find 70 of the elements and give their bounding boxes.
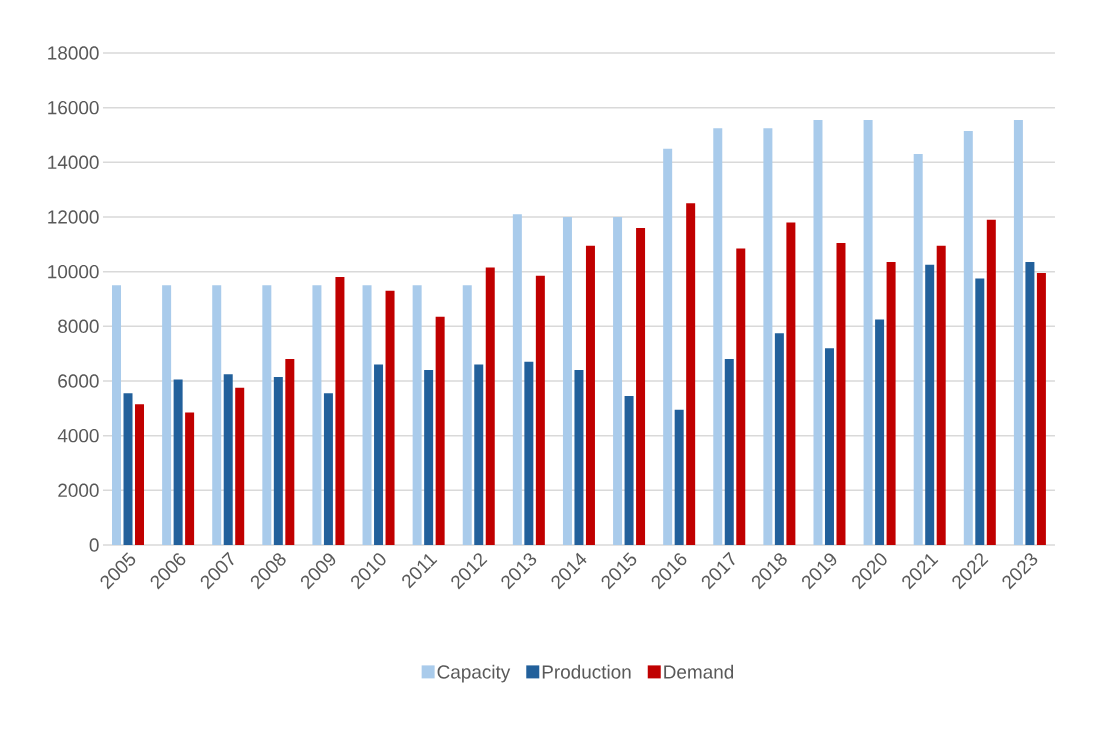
y-tick-label: 10000 xyxy=(48,264,99,279)
bar xyxy=(824,348,834,545)
bar xyxy=(763,128,773,545)
bar xyxy=(786,222,796,545)
bar xyxy=(1013,119,1023,545)
bar xyxy=(663,148,673,545)
y-tick-label: 0 xyxy=(89,538,99,552)
y-tick-label: 2000 xyxy=(58,483,99,498)
bar xyxy=(986,219,996,545)
bar xyxy=(323,393,333,545)
bar xyxy=(875,319,885,545)
y-tick-label: 6000 xyxy=(58,374,99,388)
bar xyxy=(574,370,584,545)
bar xyxy=(1036,273,1046,545)
legend-label: Production xyxy=(542,664,631,679)
bar xyxy=(312,285,322,545)
bar xyxy=(424,370,434,545)
bar xyxy=(374,364,384,545)
bar xyxy=(724,359,734,545)
bar xyxy=(474,364,484,545)
bar xyxy=(485,267,495,545)
bar xyxy=(462,285,472,545)
bar xyxy=(273,376,283,545)
bar xyxy=(285,359,295,545)
legend-label: Capacity xyxy=(437,664,511,683)
bar xyxy=(535,275,545,545)
bar xyxy=(886,262,896,545)
bar xyxy=(736,248,746,545)
bar xyxy=(913,154,923,545)
bar xyxy=(335,277,345,545)
bar xyxy=(173,379,183,545)
bar xyxy=(813,119,823,545)
bar xyxy=(162,285,172,545)
bar xyxy=(963,130,973,545)
bar xyxy=(686,203,696,545)
bar xyxy=(863,119,873,545)
bar xyxy=(613,216,623,545)
bar xyxy=(385,290,395,545)
legend-label: Demand xyxy=(664,664,734,679)
bar xyxy=(123,393,133,545)
bar xyxy=(135,404,145,545)
bar xyxy=(212,285,222,545)
bar xyxy=(223,374,233,545)
bar xyxy=(512,214,522,545)
bar xyxy=(936,245,946,545)
bar xyxy=(925,264,935,545)
bar xyxy=(624,396,634,545)
bar xyxy=(262,285,272,545)
y-tick-label: 12000 xyxy=(48,210,99,224)
y-tick-label: 4000 xyxy=(57,428,99,443)
y-tick-label: 18000 xyxy=(48,46,99,60)
bar xyxy=(112,285,122,545)
bar xyxy=(1025,262,1035,545)
bar xyxy=(185,412,195,545)
bar xyxy=(435,316,445,545)
bar xyxy=(713,128,723,545)
bar xyxy=(362,285,372,545)
bar xyxy=(636,227,646,545)
y-tick-label: 16000 xyxy=(48,100,99,115)
y-tick-label: 8000 xyxy=(58,319,99,334)
bar xyxy=(585,245,595,545)
bar xyxy=(975,278,985,545)
bar xyxy=(836,242,846,545)
bar xyxy=(774,333,784,545)
y-tick-label: 14000 xyxy=(48,155,99,170)
bar xyxy=(674,409,684,545)
bar xyxy=(562,216,572,545)
bar xyxy=(235,387,245,545)
bar xyxy=(524,361,534,545)
bar xyxy=(412,285,422,545)
